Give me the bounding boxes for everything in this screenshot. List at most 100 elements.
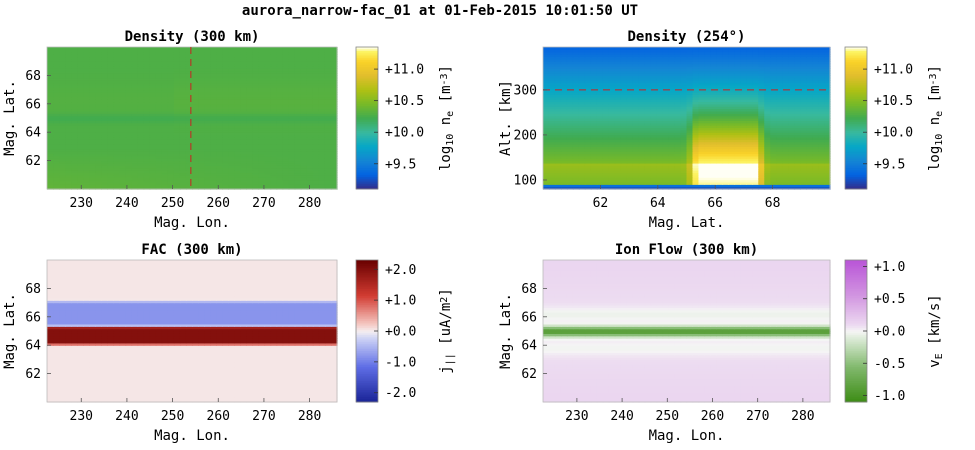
heatmap-cell [185,141,193,145]
colorbar-segment [356,146,378,149]
heatmap-cell [95,184,102,188]
heatmap-cell [608,134,616,138]
heatmap-cell [101,49,109,53]
heatmap-cell [578,122,586,126]
heatmap-cell [155,132,163,136]
heatmap-cell [264,129,272,133]
heatmap-cell [77,134,84,138]
heatmap-cell [572,110,580,114]
heatmap-cell [650,127,658,131]
heatmap-cell [89,91,96,95]
heatmap-cell [776,134,783,138]
heatmap-cell [752,113,759,117]
heatmap-cell [656,118,664,121]
heatmap-cell [173,125,181,129]
heatmap-cell [650,108,658,112]
heatmap-cell [758,118,765,121]
heatmap-cell [65,141,72,145]
heatmap-cell [752,170,759,174]
heatmap-cell [83,167,90,171]
heatmap-cell [204,103,211,107]
heatmap-cell [728,113,735,117]
heatmap-cell [324,51,332,55]
heatmap-cell [578,160,586,164]
heatmap-cell [71,184,78,188]
heatmap-cell [47,106,54,110]
heatmap-cell [198,70,205,74]
heatmap-cell [65,132,72,136]
heatmap-cell [83,96,90,100]
heatmap-cell [782,129,789,133]
heatmap-cell [101,77,109,81]
heatmap-cell [716,141,723,145]
heatmap-cell [65,103,72,107]
heatmap-cell [192,136,199,140]
heatmap-cell [650,118,658,121]
heatmap-cell [710,134,717,138]
heatmap-cell [65,184,72,188]
heatmap-cell [330,49,338,53]
heatmap-cell [53,89,60,93]
heatmap-cell [210,125,217,129]
heatmap-cell [107,56,115,60]
heatmap-cell [276,165,284,169]
heatmap-cell [179,70,187,74]
heatmap-cell [216,167,223,171]
heatmap-cell [566,139,574,143]
heatmap-cell [89,174,96,178]
heatmap-cell [312,63,320,67]
heatmap-cell [228,139,235,143]
heatmap-cell [650,172,658,176]
heatmap-cell [192,181,199,185]
heatmap-cell [330,87,338,91]
heatmap-cell [71,172,78,176]
heatmap-cell [192,47,199,50]
heatmap-cell [722,125,729,129]
heatmap-cell [204,68,211,72]
heatmap-cell [740,139,747,143]
heatmap-cell [543,172,550,176]
heatmap-cell [77,144,84,147]
heatmap-cell [282,122,290,126]
heatmap-cell [740,158,747,162]
heatmap-cell [543,177,550,181]
heatmap-cell [782,141,789,145]
heatmap-cell [77,77,84,81]
heatmap-cell [198,186,205,190]
heatmap-cell [131,103,139,107]
heatmap-cell [149,94,157,98]
heatmap-cell [161,108,169,112]
heatmap-cell [770,144,777,147]
heatmap-cell [222,54,229,58]
heatmap-cell [173,103,181,107]
heatmap-cell [312,108,320,112]
heatmap-cell [155,115,163,119]
heatmap-cell [710,174,717,178]
heatmap-cell [824,151,831,155]
heatmap-cell [59,110,66,114]
colorbar-label-part: e [445,111,456,117]
heatmap-cell [234,144,241,147]
heatmap-cell [318,56,326,60]
heatmap-cell [752,167,759,171]
heatmap-cell [185,115,193,119]
heatmap-cell [222,127,229,131]
heatmap-cell [686,125,694,129]
heatmap-cell [794,155,801,159]
heatmap-cell [155,63,163,67]
heatmap-cell [252,170,260,174]
heatmap-cell [173,51,181,55]
heatmap-cell [119,134,127,138]
heatmap-cell [788,129,795,133]
heatmap-cell [119,151,127,155]
heatmap-cell [818,141,825,145]
heatmap-cell [198,177,205,181]
heatmap-cell [53,186,60,190]
colorbar-segment [356,126,378,130]
heatmap-cell [101,132,109,136]
heatmap-cell [276,84,284,88]
heatmap-cell [101,172,109,176]
heatmap-cell [222,134,229,138]
heatmap-cell [95,139,102,143]
heatmap-cell [161,87,169,91]
